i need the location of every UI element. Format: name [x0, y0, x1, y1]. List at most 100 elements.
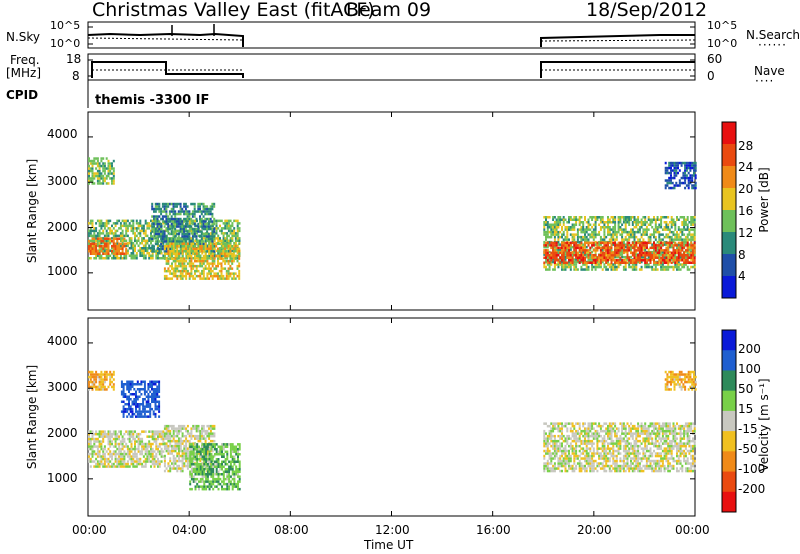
velocity-cell	[151, 437, 154, 441]
power-cell	[158, 250, 161, 253]
power-cell	[693, 221, 696, 224]
power-cell	[644, 233, 647, 236]
power-cell	[684, 179, 687, 182]
velocity-cell	[142, 388, 145, 391]
velocity-cell	[148, 430, 151, 433]
power-cell	[617, 255, 620, 259]
power-cell	[575, 246, 578, 250]
velocity-cell	[132, 447, 135, 451]
velocity-cell	[121, 447, 124, 451]
power-cell	[202, 232, 205, 236]
power-cell	[114, 254, 117, 257]
power-cell	[666, 179, 669, 182]
power-cell	[686, 250, 689, 254]
power-cell	[200, 225, 203, 228]
power-cell	[644, 221, 647, 224]
power-cell	[118, 242, 121, 245]
power-cell	[238, 262, 241, 265]
power-cell	[548, 263, 551, 266]
power-cell	[660, 238, 663, 241]
velocity-cell	[172, 464, 175, 468]
power-cell	[601, 218, 604, 221]
power-cell	[658, 244, 661, 247]
power-cell	[144, 247, 147, 250]
power-cell	[668, 256, 671, 259]
power-cell	[177, 235, 180, 238]
power-cell	[614, 221, 617, 224]
velocity-cell	[129, 393, 132, 396]
velocity-cell	[122, 412, 125, 416]
velocity-cell	[143, 405, 146, 408]
power-cell	[162, 222, 165, 225]
velocity-cell	[178, 459, 180, 463]
power-cell	[222, 250, 225, 253]
power-cell	[89, 252, 92, 255]
velocity-cell	[185, 447, 188, 450]
power-cell	[658, 235, 661, 239]
velocity-cell	[95, 445, 98, 448]
power-cell	[172, 240, 175, 243]
velocity-cell	[188, 432, 191, 435]
power-cell	[585, 255, 588, 259]
power-cell	[183, 267, 186, 270]
power-cell	[661, 256, 664, 259]
power-cell	[184, 237, 187, 241]
power-cell	[137, 249, 140, 252]
power-cell	[665, 235, 668, 239]
power-cell	[677, 249, 680, 252]
power-cell	[199, 215, 201, 218]
power-cell	[107, 167, 110, 170]
power-cell	[134, 227, 136, 230]
power-cell	[179, 240, 182, 243]
power-cell	[91, 242, 94, 245]
power-cell	[125, 250, 128, 253]
velocity-cell	[123, 460, 126, 463]
power-cell	[692, 223, 694, 226]
power-cell	[564, 241, 567, 245]
power-cell	[589, 258, 592, 261]
power-cell	[608, 251, 611, 255]
power-cell	[694, 176, 697, 180]
power-cell	[592, 233, 595, 236]
velocity-cell	[119, 460, 122, 463]
power-cell	[553, 238, 556, 241]
power-cell	[580, 254, 583, 257]
power-cell	[615, 230, 618, 234]
power-cell	[179, 277, 182, 280]
power-cell	[184, 222, 187, 226]
power-cell	[185, 259, 188, 263]
velocity-cell	[142, 415, 145, 418]
power-cell	[610, 228, 613, 231]
power-cell	[550, 223, 553, 226]
power-cell	[194, 277, 196, 280]
velocity-cell	[96, 462, 99, 466]
velocity-cell	[150, 435, 152, 438]
power-cell	[156, 217, 159, 221]
velocity-cell	[136, 410, 139, 413]
power-cell	[592, 238, 595, 241]
velocity-cell	[158, 385, 161, 388]
velocity-cell	[100, 457, 103, 461]
power-cell	[635, 253, 638, 256]
power-cell	[197, 202, 200, 206]
power-cell	[229, 257, 232, 260]
power-cell	[615, 268, 618, 271]
power-cell	[591, 241, 594, 245]
velocity-cell	[137, 447, 140, 451]
power-cell	[111, 182, 113, 185]
power-cell	[185, 274, 188, 278]
power-cell	[677, 268, 680, 271]
power-cell	[578, 216, 581, 219]
velocity-cell	[153, 450, 156, 453]
velocity-cell	[178, 442, 180, 445]
power-cell	[98, 229, 101, 233]
power-cell	[638, 259, 641, 262]
power-cell	[116, 250, 119, 253]
velocity-cell	[176, 429, 179, 433]
power-cell	[193, 230, 196, 233]
velocity-cell	[114, 440, 117, 443]
power-cell	[195, 210, 198, 213]
power-cell	[204, 237, 207, 240]
power-cell	[188, 222, 191, 225]
power-cell	[103, 164, 106, 168]
